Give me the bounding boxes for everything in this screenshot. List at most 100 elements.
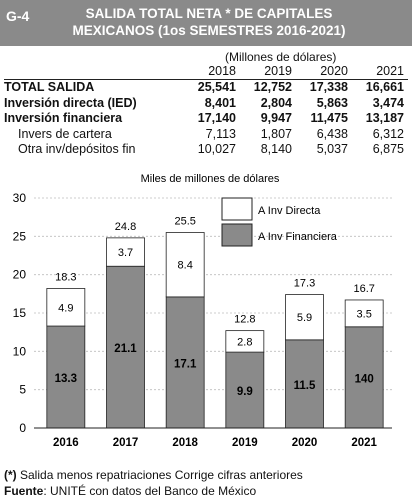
total-label: 16.7 [353,283,374,295]
bar-directa [165,232,205,298]
row-value: 2,804 [260,95,292,110]
data-label-directa: 5.9 [297,312,312,324]
year-header: 2020 [296,64,352,80]
total-label: 17.3 [294,278,315,290]
table-header-row: 2018 2019 2020 2021 [4,64,408,80]
data-label-financiera: 11.5 [294,380,316,392]
stacked-bar-chart: Miles de millones de dólares 0 5 10 15 20 25 3… [13,173,392,449]
year-header: 2018 [184,64,240,80]
table-row: TOTAL SALIDA 25,541 12,752 17,338 16,661 [4,80,408,96]
y-axis: 0 5 10 15 20 25 30 [13,191,27,435]
row-value: 17,338 [309,80,348,95]
x-tick-label: 2019 [232,437,258,449]
bar-directa [46,288,86,327]
row-value: 3,474 [372,95,404,110]
bar-directa [106,237,145,267]
table-row: Otra inv/depósitos fin 10,027 8,140 5,03… [4,142,408,158]
bar-financiera [165,296,205,429]
chart-legend: A Inv Directa A Inv Financiera [221,197,338,247]
x-tick-label: 2016 [53,437,79,449]
row-label: Inversión financiera [4,111,123,126]
row-value: 25,541 [197,80,236,95]
table-header-spacer [4,64,184,80]
y-tick-label: 10 [13,344,27,358]
bar-directa [344,299,384,328]
y-tick-label: 15 [13,306,27,320]
footnote-text: Salida menos repatriaciones Corrige cifr… [16,468,303,482]
year-header: 2021 [352,64,408,80]
chart-bars: 13.3 4.9 18.3 21.1 3.7 24.8 17.1 8.4 25.5 9.9 2.8 1… [46,216,384,429]
row-value: 8,401 [204,95,236,110]
row-value: 7,113 [205,126,236,141]
y-tick-label: 20 [13,268,27,282]
data-label-financiera: 21.1 [114,343,137,355]
data-label-directa: 3.5 [357,308,372,320]
chart-header: G-4 SALIDA TOTAL NETA * DE CAPITALES MEX… [0,0,412,46]
row-label: Otra inv/depósitos fin [18,142,136,157]
bar-directa [285,294,324,341]
data-label-financiera: 13.3 [55,373,77,385]
table-row: Invers de cartera 7,113 1,807 6,438 6,31… [4,127,408,143]
x-tick-label: 2021 [351,437,377,449]
data-label-financiera: 17.1 [174,358,197,370]
chart-subtitle: Miles de millones de dólares [141,173,280,185]
data-label-financiera: 140 [355,373,374,385]
row-value: 6,312 [372,126,404,141]
footnote: (*) Salida menos repatriaciones Corrige … [4,468,303,482]
chart-title-line2: MEXICANOS (1os SEMESTRES 2016-2021) [72,23,346,38]
source-label: Fuente [4,484,44,498]
data-label-financiera: 9.9 [237,386,253,398]
row-label: TOTAL SALIDA [4,80,95,95]
row-value: 6,875 [372,142,404,157]
y-tick-label: 0 [19,421,26,435]
year-header: 2019 [240,64,296,80]
x-tick-label: 2017 [113,437,139,449]
row-label: Invers de cartera [18,126,112,141]
data-label-directa: 8.4 [178,260,193,272]
row-value: 17,140 [197,111,236,126]
row-value: 10,027 [197,142,236,157]
y-tick-label: 5 [19,383,26,397]
table-row: Inversión directa (IED) 8,401 2,804 5,86… [4,96,408,112]
row-value: 12,752 [253,80,292,95]
total-label: 12.8 [234,314,255,326]
x-tick-label: 2020 [292,437,318,449]
row-value: 6,438 [316,126,348,141]
source-note: Fuente: UNITÉ con datos del Banco de Méx… [4,484,256,498]
table-units: (Millones de dólares) [225,50,337,64]
row-label: Inversión directa (IED) [4,95,137,110]
legend-swatch-directa [221,197,253,221]
row-value: 9,947 [260,111,292,126]
bar-directa [225,330,265,353]
bar-financiera [46,325,86,429]
total-label: 25.5 [174,216,195,228]
row-value: 16,661 [365,80,404,95]
data-label-directa: 2.8 [237,336,252,348]
chart-title-line1: SALIDA TOTAL NETA * DE CAPITALES [85,6,333,21]
row-value: 11,475 [310,111,348,126]
summary-table: 2018 2019 2020 2021 TOTAL SALIDA 25,541 … [4,64,408,158]
total-label: 18.3 [55,271,76,283]
legend-label-directa: A Inv Directa [258,205,321,217]
y-tick-label: 25 [13,229,27,243]
legend-swatch-financiera [221,223,253,247]
row-value: 8,140 [260,142,292,157]
bar-financiera [285,339,324,429]
chart-grid [34,197,392,429]
x-axis: 2016 2017 2018 2019 2020 2021 [34,427,392,449]
x-tick-label: 2018 [172,437,198,449]
chart-code: G-4 [6,8,30,24]
footnote-mark: (*) [4,468,17,482]
row-value: 1,807 [260,126,292,141]
data-label-directa: 3.7 [118,247,133,259]
table-row: Inversión financiera 17,140 9,947 11,475… [4,111,408,127]
source-text: : UNITÉ con datos del Banco de México [43,484,257,498]
row-value: 13,187 [365,111,404,126]
row-value: 5,037 [316,142,348,157]
data-label-directa: 4.9 [58,302,73,314]
row-value: 5,863 [316,95,348,110]
chart-title: SALIDA TOTAL NETA * DE CAPITALES MEXICAN… [64,5,354,39]
y-tick-label: 30 [13,191,27,205]
legend-label-financiera: A Inv Financiera [258,231,338,243]
total-label: 24.8 [115,221,136,233]
